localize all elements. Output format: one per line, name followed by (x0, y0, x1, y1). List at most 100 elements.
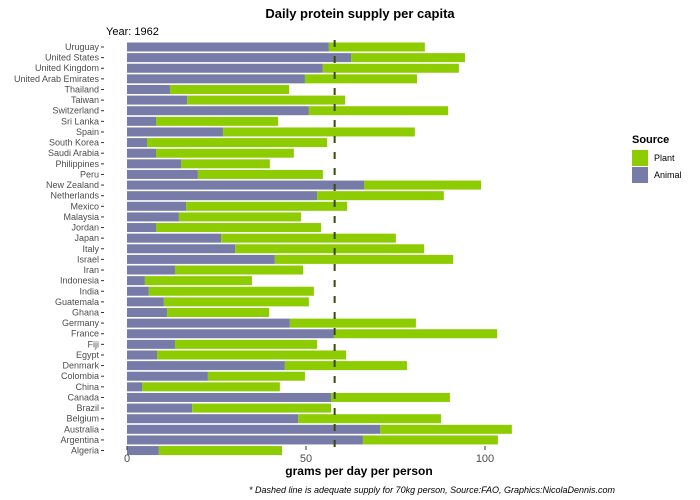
bar-animal (127, 339, 175, 349)
bar-animal (127, 223, 156, 233)
bar-plant (362, 435, 498, 445)
y-tick-label: Philippines (55, 159, 99, 169)
bar-animal (127, 116, 156, 126)
bar-animal (127, 138, 148, 148)
bar-animal (127, 63, 323, 73)
bar-animal (127, 276, 145, 286)
y-tick-label: Israel (77, 254, 99, 264)
bar-plant (328, 42, 425, 52)
bar-plant (308, 106, 449, 116)
x-axis: 0 50 100 (124, 446, 494, 465)
bar-animal (127, 371, 208, 381)
bar-plant (187, 95, 346, 105)
y-tick-label: Spain (76, 127, 99, 137)
legend-title: Source (632, 134, 669, 146)
bar-animal (127, 53, 352, 63)
y-tick-label: China (75, 382, 99, 392)
bar-plant (333, 329, 498, 339)
bar-plant (174, 265, 304, 275)
bar-plant (158, 446, 283, 456)
bar-plant (167, 308, 270, 317)
y-tick-label: Malaysia (63, 212, 99, 222)
bar-animal (127, 414, 299, 424)
bar-plant (148, 286, 314, 296)
bar-animal (127, 212, 179, 222)
y-tick-label: Peru (80, 169, 99, 179)
chart-subtitle: Year: 1962 (106, 26, 159, 38)
legend-key-animal (632, 167, 648, 183)
y-tick-label: Switzerland (52, 106, 99, 116)
bar-plant (380, 424, 512, 434)
bar-plant (157, 350, 347, 360)
bar-animal (127, 286, 149, 296)
bar-plant (235, 244, 425, 254)
y-tick-label: Belgium (66, 414, 99, 424)
y-tick-label: Jordan (71, 223, 99, 233)
bar-animal (127, 382, 143, 392)
y-tick-label: France (71, 329, 99, 339)
bar-animal (127, 244, 236, 254)
y-tick-label: United Kingdom (35, 63, 99, 73)
bar-plant (289, 318, 416, 328)
bar-plant (274, 254, 454, 264)
y-tick-label: Colombia (61, 371, 99, 381)
y-tick-label: Algeria (71, 446, 99, 456)
bar-plant (186, 201, 348, 211)
y-tick-label: Brazil (76, 403, 99, 413)
bar-animal (127, 180, 364, 190)
bar-animal (127, 127, 223, 137)
bar-plant (298, 414, 441, 424)
bar-plant (222, 127, 415, 137)
bar-animal (127, 350, 158, 360)
bar-plant (304, 74, 417, 84)
bar-animal (127, 84, 170, 94)
bar-plant (147, 138, 328, 148)
bar-plant (331, 392, 450, 402)
y-tick-label: South Korea (49, 138, 99, 148)
y-tick-label: Italy (82, 244, 99, 254)
bar-animal (127, 329, 334, 339)
bar-plant (142, 382, 280, 392)
y-tick-label: Uruguay (65, 42, 100, 52)
x-tick-label: 100 (476, 453, 494, 465)
bar-plant (163, 297, 309, 307)
bar-animal (127, 95, 188, 105)
legend-label-plant: Plant (654, 153, 675, 163)
y-tick-label: United Arab Emirates (14, 74, 100, 84)
bar-plant (192, 403, 332, 413)
bar-animal (127, 74, 305, 84)
bar-animal (127, 308, 168, 317)
bar-animal (127, 424, 381, 434)
legend-key-plant (632, 150, 648, 166)
y-tick-label: Fiji (88, 339, 100, 349)
bars (127, 42, 512, 456)
bar-plant (155, 116, 279, 126)
bar-animal (127, 265, 175, 275)
y-tick-label: Netherlands (50, 191, 99, 201)
bar-plant (144, 276, 252, 286)
y-tick-label: Thailand (64, 84, 99, 94)
y-tick-label: Germany (62, 318, 100, 328)
y-tick-label: Denmark (62, 361, 99, 371)
bar-animal (127, 148, 156, 158)
legend-label-animal: Animal (654, 170, 682, 180)
y-tick-label: Mexico (70, 201, 99, 211)
bar-plant (207, 371, 305, 381)
bar-animal (127, 233, 222, 243)
y-tick-label: Argentina (60, 435, 99, 445)
y-tick-label: United States (45, 53, 100, 63)
bar-plant (351, 53, 465, 63)
y-tick-label: Sri Lanka (61, 116, 99, 126)
y-tick-label: Saudi Arabia (48, 148, 99, 158)
y-tick-label: Guatemala (55, 297, 99, 307)
y-tick-label: Ghana (72, 308, 99, 318)
bar-animal (127, 191, 318, 201)
bar-animal (127, 169, 198, 179)
y-tick-label: Canada (67, 392, 99, 402)
bar-plant (221, 233, 396, 243)
bar-plant (155, 148, 294, 158)
bar-animal (127, 446, 159, 456)
bar-plant (322, 63, 459, 73)
